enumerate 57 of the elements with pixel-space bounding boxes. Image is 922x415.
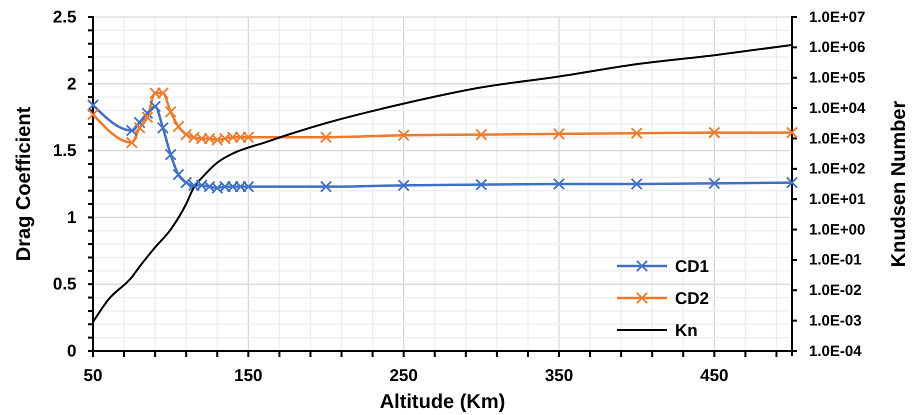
point (141, 111, 154, 124)
y2-tick-label: 1.0E+03 (809, 130, 866, 148)
x-tick-label: 450 (700, 366, 729, 386)
legend-label: Kn (675, 321, 698, 340)
point (156, 122, 169, 134)
y-tick-label: 2.5 (52, 7, 76, 26)
point (398, 129, 410, 142)
y2-axis-title: Knudsen Number (888, 100, 910, 268)
x-axis-title: Altitude (Km) (380, 391, 506, 413)
y-axis-title: Drag Coefficient (13, 106, 35, 262)
point (320, 131, 332, 144)
x-tick-label: 250 (389, 366, 418, 386)
point (149, 100, 162, 113)
point (552, 178, 566, 190)
point (134, 122, 146, 134)
point (164, 106, 177, 118)
y-tick-label: 0 (67, 341, 76, 360)
x-tick-label: 350 (544, 366, 574, 386)
point (475, 128, 488, 141)
y2-tick-label: 1.0E+07 (809, 8, 866, 26)
point (786, 126, 798, 139)
y-tick-label: 1.5 (52, 141, 76, 160)
y2-tick-label: 1.0E-04 (809, 342, 862, 360)
point (630, 127, 643, 140)
point (630, 178, 643, 190)
x-tick-label: 50 (84, 366, 102, 386)
point (126, 124, 138, 137)
point (126, 136, 138, 149)
y2-tick-label: 1.0E-02 (809, 282, 862, 300)
point (320, 180, 332, 193)
point (475, 178, 488, 191)
y2-tick-label: 1.0E-01 (809, 252, 862, 269)
point (398, 179, 410, 192)
point (86, 99, 100, 112)
y-tick-label: 2 (67, 74, 76, 94)
y2-tick-label: 1.0E+00 (809, 221, 866, 238)
point (134, 116, 146, 129)
y2-tick-label: 1.0E-03 (809, 312, 862, 330)
point (786, 176, 798, 189)
y2-tick-label: 1.0E+06 (809, 39, 866, 56)
y2-tick-label: 1.0E+04 (809, 100, 866, 117)
legend-label: CD2 (675, 289, 710, 308)
point (141, 107, 154, 120)
point (172, 120, 184, 133)
legend-label: CD1 (675, 257, 710, 276)
point (164, 148, 177, 161)
point (86, 108, 100, 121)
x-tick-label: 150 (234, 366, 263, 386)
y2-tick-label: 1.0E+02 (809, 160, 866, 178)
point (708, 126, 720, 139)
point (172, 168, 184, 181)
point (708, 177, 720, 190)
y-tick-label: 0.5 (52, 274, 76, 294)
y2-tick-label: 1.0E+01 (809, 190, 866, 208)
y2-tick-label: 1.0E+05 (809, 70, 866, 87)
y-tick-label: 1 (67, 208, 76, 227)
point (552, 128, 566, 140)
